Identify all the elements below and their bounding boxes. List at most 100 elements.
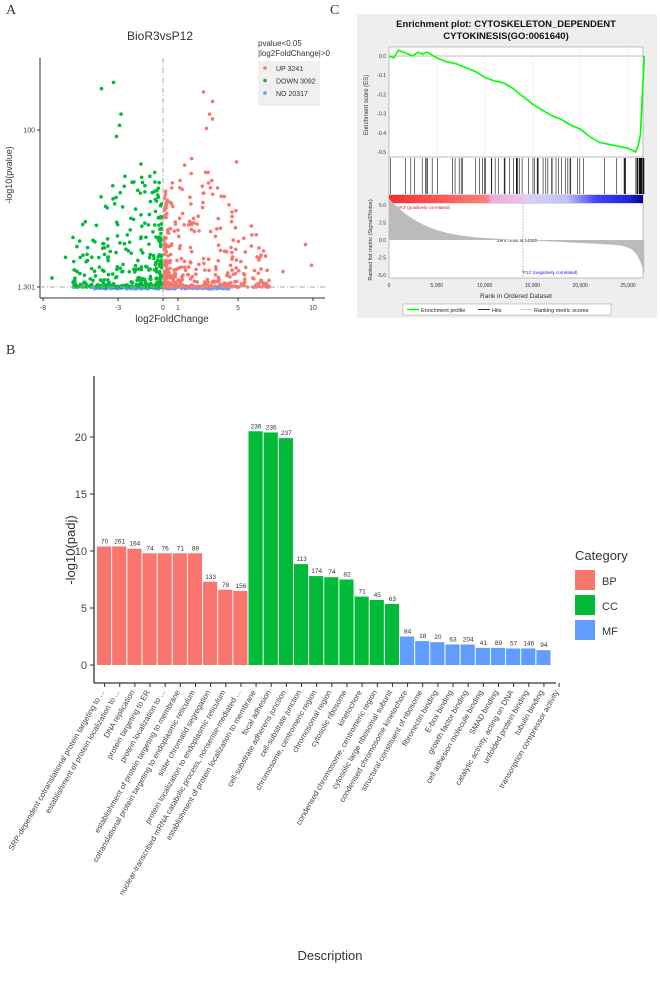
volcano-point-up	[233, 271, 238, 276]
volcano-point-up	[239, 259, 243, 264]
volcano-point-down	[125, 233, 130, 237]
volcano-ylabel: -log10(pvalue)	[4, 146, 14, 204]
volcano-point-down	[148, 252, 153, 257]
volcano-point-down	[157, 223, 161, 227]
volcano-point-up	[190, 274, 195, 279]
gsea-xlabel: Rank in Ordered Dataset	[480, 293, 552, 300]
volcano-point-up	[186, 272, 190, 277]
volcano-point-down	[105, 206, 110, 210]
volcano-point-up	[230, 214, 234, 219]
volcano-point-up	[162, 252, 167, 257]
gsea-legend-box	[402, 303, 612, 316]
volcano-point-up	[242, 273, 247, 277]
volcano-point-down	[89, 282, 94, 287]
volcano-point-up	[163, 260, 167, 265]
volcano-point-up	[230, 268, 234, 272]
bar-legend-label: BP	[602, 576, 617, 588]
volcano-point-down	[71, 235, 75, 240]
gsea-es-ylabel: Enrichment score (ES)	[364, 75, 370, 135]
volcano-point-up	[216, 277, 221, 281]
volcano-point-down	[121, 262, 125, 267]
volcano-point-down	[159, 231, 163, 236]
volcano-legend-label: NO 20317	[276, 91, 308, 98]
gsea-rank-ylabel: Ranked list metric (Signal2Noise)	[368, 199, 374, 280]
gsea-pos-label: 'BioR3' (positively correlated)	[392, 205, 450, 210]
volcano-point-up	[194, 284, 198, 289]
volcano-point-down	[139, 175, 144, 180]
volcano-point-down	[73, 276, 77, 281]
volcano-point-down	[97, 265, 102, 269]
volcano-point-down	[115, 222, 120, 227]
volcano-point-up	[201, 90, 206, 94]
volcano-point-up	[195, 280, 200, 284]
volcano-point-up	[188, 261, 193, 265]
volcano-point-up	[210, 192, 215, 197]
volcano-point-down	[99, 86, 104, 91]
volcano-point-down	[138, 282, 142, 286]
volcano-point-down	[144, 235, 148, 240]
volcano-x-tick-label: 0	[161, 305, 165, 312]
volcano-point-no	[133, 287, 137, 291]
bar-xlabel: Description	[297, 948, 362, 963]
bar-y-tick-label: 5	[81, 603, 87, 615]
volcano-point-up	[189, 227, 194, 232]
volcano-point-up	[230, 284, 235, 289]
volcano-point-up	[174, 280, 178, 285]
volcano-point-up	[213, 234, 218, 239]
volcano-point-up	[214, 227, 219, 231]
volcano-point-down	[142, 221, 147, 225]
volcano-point-up	[182, 223, 186, 227]
volcano-point-down	[71, 259, 76, 264]
bar-mf	[445, 644, 460, 665]
volcano-point-down	[98, 278, 103, 282]
volcano-point-down	[106, 258, 110, 263]
volcano-point-up	[168, 266, 172, 271]
bar-bp	[203, 581, 218, 665]
bar-count-label: 63	[449, 636, 457, 643]
volcano-point-up	[200, 205, 205, 210]
volcano-point-down	[144, 284, 148, 289]
volcano-point-down	[131, 217, 136, 222]
volcano-point-up	[180, 274, 184, 279]
bar-count-label: 71	[177, 545, 185, 552]
volcano-point-up	[166, 280, 170, 284]
volcano-point-down	[158, 242, 163, 247]
volcano-point-down	[111, 80, 116, 85]
volcano-point-up	[250, 276, 255, 280]
volcano-point-up	[229, 219, 234, 224]
volcano-point-down	[159, 226, 164, 231]
volcano-point-down	[148, 274, 153, 279]
volcano-point-down	[106, 244, 110, 248]
gsea-rank-tick-label: -2.5	[377, 256, 386, 262]
volcano-point-up	[249, 244, 254, 248]
volcano-point-down	[140, 251, 145, 255]
volcano-legend-dot	[263, 91, 267, 95]
bar-cc	[293, 564, 309, 665]
volcano-point-up	[257, 258, 261, 262]
volcano-point-down	[143, 190, 147, 194]
volcano-point-down	[114, 250, 118, 255]
volcano-x-tick-label: -3	[115, 305, 121, 312]
volcano-point-up	[231, 238, 235, 242]
volcano-point-up	[225, 274, 229, 278]
volcano-point-up	[230, 257, 234, 261]
volcano-point-up	[201, 191, 206, 196]
volcano-legend-label: DOWN 3092	[276, 79, 316, 86]
volcano-point-up	[202, 261, 206, 266]
volcano-point-up	[192, 221, 196, 225]
volcano-legend-box	[258, 61, 320, 106]
bar-count-label: 89	[192, 545, 200, 552]
volcano-point-down	[85, 258, 90, 263]
bar-legend-swatch	[575, 620, 595, 640]
volcano-point-up	[189, 221, 193, 225]
volcano-point-up	[194, 272, 198, 276]
volcano-point-up	[192, 279, 197, 284]
volcano-point-down	[127, 269, 132, 274]
volcano-title: BioR3vsP12	[127, 29, 193, 43]
volcano-point-down	[117, 123, 122, 128]
bar-bp	[112, 546, 127, 665]
volcano-point-down	[120, 270, 124, 274]
volcano-point-up	[189, 249, 194, 254]
bar-y-tick-label: 15	[75, 489, 87, 501]
volcano-point-up	[206, 170, 210, 175]
